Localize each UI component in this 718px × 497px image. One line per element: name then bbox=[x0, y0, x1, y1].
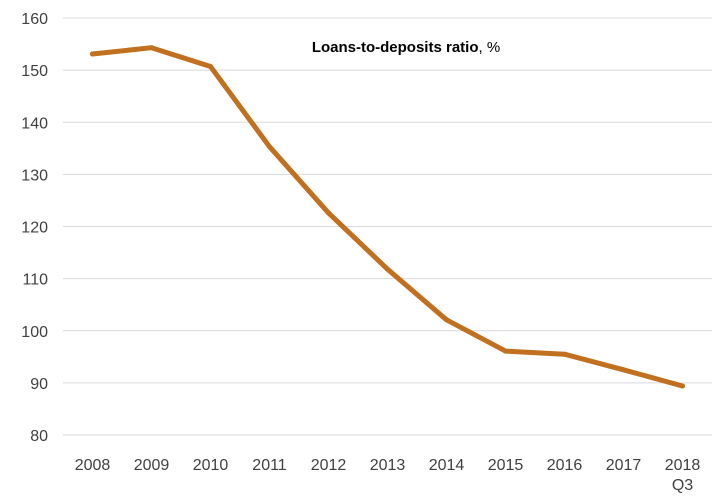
data-point-2013 bbox=[385, 266, 390, 272]
x-tick-label: 2008 bbox=[75, 457, 111, 474]
data-point-2012 bbox=[326, 210, 331, 216]
x-tick-label: 2015 bbox=[488, 457, 524, 474]
x-tick-label: 2011 bbox=[252, 457, 287, 474]
chart-title-unit: , % bbox=[478, 39, 500, 56]
data-point-2009 bbox=[149, 45, 154, 51]
x-tick-label: 2017 bbox=[606, 457, 642, 474]
data-point-2008 bbox=[90, 51, 95, 57]
x-tick-label: 2013 bbox=[370, 457, 406, 474]
data-point-2014 bbox=[444, 317, 449, 323]
y-tick-label: 130 bbox=[21, 167, 48, 184]
data-point-2017 bbox=[621, 367, 626, 373]
x-tick-label: 2016 bbox=[547, 457, 583, 474]
series-line bbox=[90, 45, 685, 389]
y-tick-label: 150 bbox=[21, 63, 48, 80]
x-tick-label: 2018 bbox=[665, 457, 701, 474]
y-tick-label: 80 bbox=[30, 428, 48, 445]
y-tick-label: 120 bbox=[21, 220, 48, 237]
y-tick-label: 90 bbox=[30, 376, 48, 393]
series-layer bbox=[90, 45, 685, 389]
data-point-2018-Q3 bbox=[680, 383, 685, 389]
gridlines bbox=[63, 17, 712, 436]
x-tick-label: Q3 bbox=[672, 477, 693, 494]
y-tick-label: 100 bbox=[21, 324, 48, 341]
x-tick-label: 2010 bbox=[193, 457, 229, 474]
chart-title-main: Loans-to-deposits ratio bbox=[312, 39, 479, 56]
data-point-2016 bbox=[562, 351, 567, 357]
x-tick-label: 2014 bbox=[429, 457, 465, 474]
y-tick-label: 160 bbox=[21, 11, 48, 28]
y-axis: 80 90 100 110 120 130 140 150 160 bbox=[21, 11, 48, 445]
x-tick-label: 2009 bbox=[134, 457, 170, 474]
data-point-2015 bbox=[503, 348, 508, 354]
y-tick-label: 140 bbox=[21, 115, 48, 132]
data-point-2011 bbox=[267, 144, 272, 150]
data-point-2010 bbox=[208, 63, 213, 69]
x-tick-label: 2012 bbox=[311, 457, 347, 474]
chart-title: Loans-to-deposits ratio, % bbox=[312, 39, 500, 56]
y-tick-label: 110 bbox=[22, 272, 48, 289]
x-axis: 2008 2009 2010 2011 2012 2013 2014 2015 2016 2017… bbox=[75, 457, 701, 494]
